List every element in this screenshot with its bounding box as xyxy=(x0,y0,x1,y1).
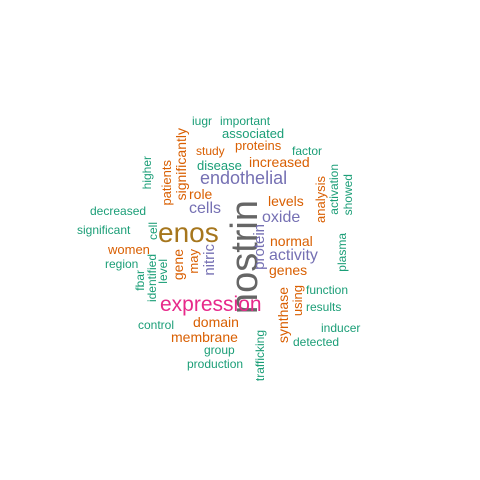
word-activity: activity xyxy=(269,247,318,264)
word-function: function xyxy=(306,283,349,297)
word-cells: cells xyxy=(189,200,222,217)
word-iugr: iugr xyxy=(192,114,213,128)
word-nitric: nitric xyxy=(201,244,218,276)
word-important: important xyxy=(220,114,271,128)
word-identified: identified xyxy=(145,254,159,303)
word-synthase: synthase xyxy=(275,287,291,344)
word-normal: normal xyxy=(270,233,313,249)
word-results: results xyxy=(306,300,342,314)
word-higher: higher xyxy=(140,156,154,190)
word-protein: protein xyxy=(251,224,268,270)
word-trafficking: trafficking xyxy=(253,330,267,382)
word-proteins: proteins xyxy=(235,138,282,153)
word-cell: cell xyxy=(146,222,160,241)
word-significant: significant xyxy=(77,223,131,237)
word-levels: levels xyxy=(268,193,304,209)
word-detected: detected xyxy=(293,335,340,349)
word-associated: associated xyxy=(222,126,285,141)
word-increased: increased xyxy=(249,154,310,170)
word-showed: showed xyxy=(341,174,355,216)
word-study: study xyxy=(196,144,225,158)
word-disease: disease xyxy=(197,158,242,173)
word-expression: expression xyxy=(160,293,262,316)
word-analysis: analysis xyxy=(313,176,328,223)
word-inducer: inducer xyxy=(321,321,361,335)
word-activation: activation xyxy=(327,164,341,215)
word-may: may xyxy=(186,249,201,274)
word-control: control xyxy=(138,318,175,332)
word-significantly: significantly xyxy=(173,128,189,201)
word-region: region xyxy=(105,257,139,271)
word-domain: domain xyxy=(193,314,239,330)
word-group: group xyxy=(204,343,235,357)
word-production: production xyxy=(187,357,244,371)
word-membrane: membrane xyxy=(171,329,238,345)
word-fbar: fbar xyxy=(133,270,147,291)
word-factor: factor xyxy=(292,144,323,158)
word-using: using xyxy=(290,285,305,317)
word-enos: enos xyxy=(158,217,219,248)
word-patients: patients xyxy=(159,160,174,206)
word-plasma: plasma xyxy=(335,233,349,272)
word-women: women xyxy=(108,242,150,257)
word-decreased: decreased xyxy=(90,204,147,218)
word-gene: gene xyxy=(170,249,186,281)
word-endothelial: endothelial xyxy=(200,168,288,188)
word-oxide: oxide xyxy=(262,209,301,226)
word-genes: genes xyxy=(269,262,308,278)
word-role: role xyxy=(189,186,213,202)
